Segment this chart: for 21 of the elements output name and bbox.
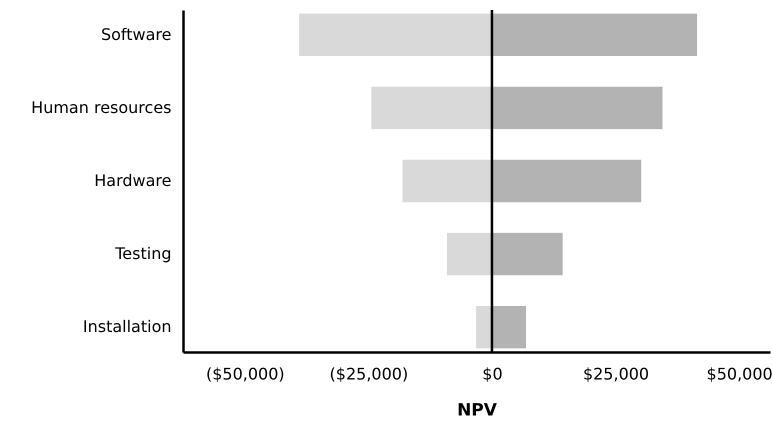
x-axis-title: NPV: [457, 400, 498, 420]
bar: [492, 306, 526, 348]
bar: [492, 232, 563, 276]
y-tick-label: Human resources: [31, 98, 172, 117]
x-tick-label: $0: [482, 364, 503, 384]
bar: [402, 160, 492, 202]
y-tick-label: Hardware: [94, 171, 172, 190]
x-tick-label: $50,000: [706, 364, 772, 384]
bar: [371, 86, 492, 130]
y-tick-label: Software: [100, 24, 172, 44]
bar: [446, 232, 492, 276]
y-tick-label: Installation: [82, 317, 172, 336]
x-tick-label: ($25,000): [330, 364, 408, 384]
bar: [492, 14, 698, 56]
bar: [299, 14, 492, 56]
x-tick-label: $25,000: [582, 364, 650, 384]
bar: [492, 160, 642, 202]
bar: [476, 306, 492, 348]
x-tick-label: ($50,000): [206, 364, 285, 384]
bar: [492, 86, 662, 130]
y-tick-label: Testing: [114, 244, 172, 264]
